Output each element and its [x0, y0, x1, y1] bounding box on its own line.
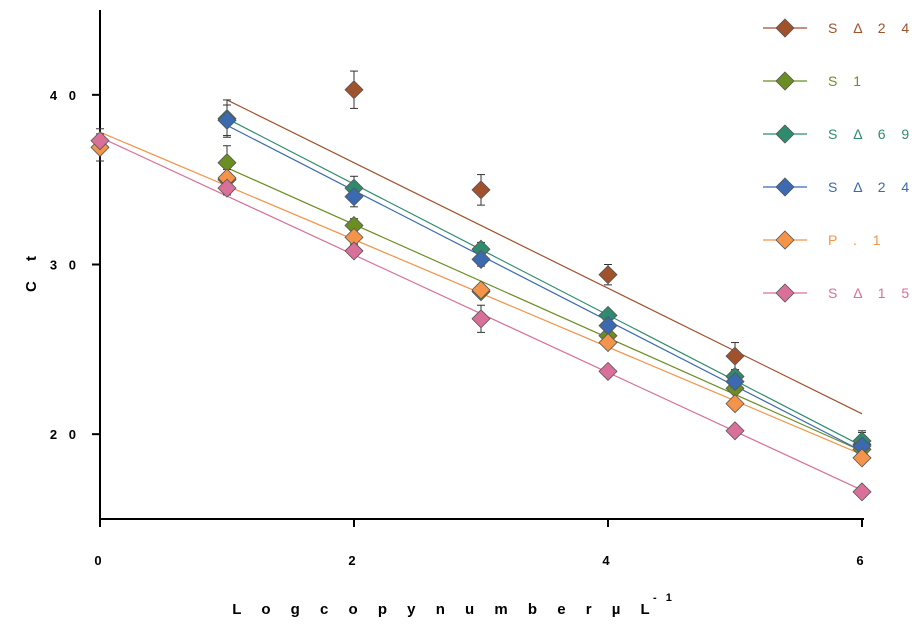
legend-marker [775, 71, 795, 91]
x-tick-label: 4 [602, 553, 613, 568]
data-point [471, 249, 491, 269]
legend-marker [775, 124, 795, 144]
data-point [217, 110, 237, 130]
legend-marker [775, 18, 795, 38]
data-point [598, 265, 618, 285]
data-point [725, 394, 745, 414]
y-axis-title: C t [23, 248, 40, 292]
legend-label: P . 1 [828, 232, 887, 248]
data-point [344, 241, 364, 261]
legend-label: S Δ 2 4 6 [828, 20, 915, 36]
legend-marker [775, 177, 795, 197]
fit-line [226, 124, 863, 452]
x-axis-title-superscript: - 1 [653, 592, 675, 604]
data-point [90, 131, 110, 151]
data-point [471, 309, 491, 329]
y-ticks: 2 0 3 0 4 0 [50, 88, 100, 442]
y-tick-label: 3 0 [50, 258, 80, 273]
x-tick-label: 0 [94, 553, 105, 568]
legend-marker [775, 283, 795, 303]
legend-label: S Δ 2 4 1 [828, 179, 915, 195]
x-tick-label: 2 [348, 553, 359, 568]
data-point [471, 280, 491, 300]
x-axis-title: L o g c o p y n u m b e r µ L [232, 601, 657, 618]
fit-line [226, 167, 863, 452]
legend-label: S Δ 1 5 7 [828, 285, 915, 301]
data-point [725, 421, 745, 441]
x-tick-label: 6 [856, 553, 867, 568]
data-point [852, 482, 872, 502]
data-point [217, 178, 237, 198]
x-ticks: 0 2 4 6 [94, 519, 867, 568]
data-point [598, 316, 618, 336]
data-point [598, 361, 618, 381]
data-point [852, 448, 872, 468]
y-tick-label: 4 0 [50, 88, 80, 103]
legend: S Δ 2 4 6 S 1 S Δ 6 9 S Δ 2 4 1 P . 1 S Δ 1 5… [763, 18, 915, 303]
legend-label: S 1 [828, 73, 867, 89]
data-point [725, 346, 745, 366]
y-tick-label: 2 0 [50, 427, 80, 442]
data-point [344, 187, 364, 207]
fit-line [226, 118, 863, 447]
data-point [598, 332, 618, 353]
fit-line [226, 99, 863, 415]
data-points [90, 80, 872, 502]
data-point [344, 80, 364, 100]
data-point [725, 372, 745, 392]
legend-label: S Δ 6 9 [828, 126, 915, 142]
legend-marker [775, 230, 795, 250]
data-point [471, 180, 491, 200]
